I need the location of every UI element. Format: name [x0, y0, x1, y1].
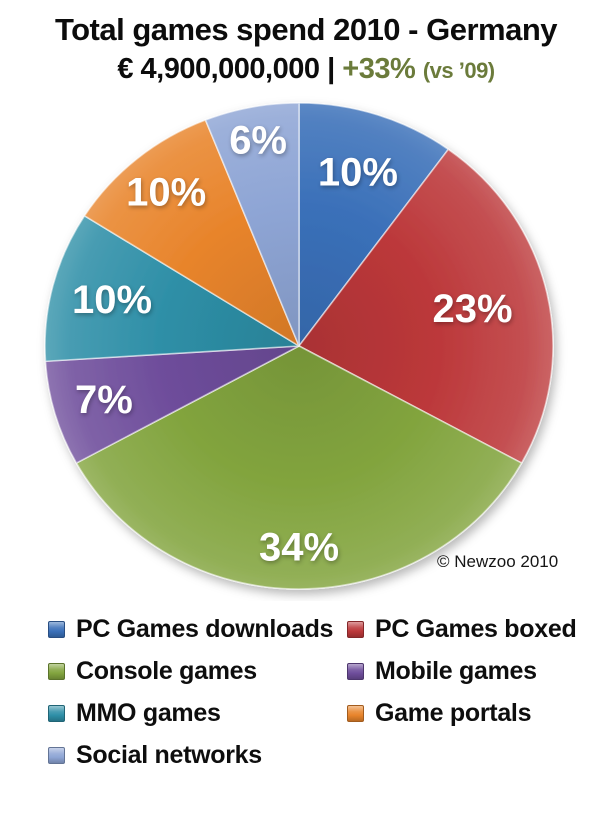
pie-label-social-networks: 6%	[229, 118, 287, 162]
legend-swatch-pc-games-downloads	[48, 620, 65, 638]
growth-value: +33%	[342, 52, 416, 85]
chart-title: Total games spend 2010 - Germany	[54, 12, 558, 47]
legend-label-pc-games-downloads: PC Games downloads	[76, 614, 334, 643]
legend-swatch-console-games	[48, 662, 65, 680]
legend-label-pc-games-boxed: PC Games boxed	[375, 614, 577, 643]
legend-label-game-portals: Game portals	[375, 698, 532, 727]
chart-header: Total games spend 2010 - Germany € 4,900…	[0, 0, 612, 86]
legend-label-mobile-games: Mobile games	[375, 656, 537, 685]
pie-slice-console-games	[75, 344, 523, 590]
legend-item-mmo-games: MMO games	[48, 699, 347, 728]
legend-swatch-pc-games-boxed	[347, 620, 364, 638]
pie-slice-pc-games-downloads	[298, 101, 450, 347]
pie-slice-pc-games-boxed	[298, 148, 554, 464]
total-amount: € 4,900,000,000	[117, 52, 320, 85]
pie-label-pc-games-boxed: 23%	[432, 287, 512, 331]
pie-slice-social-networks	[204, 101, 300, 347]
legend-item-mobile-games: Mobile games	[347, 657, 612, 686]
legend-label-mmo-games: MMO games	[76, 698, 221, 727]
pie-label-game-portals: 10%	[126, 170, 206, 214]
pie-slice-mmo-games	[44, 214, 300, 362]
legend-swatch-social-networks	[48, 746, 65, 764]
legend-item-console-games: Console games	[48, 657, 347, 686]
growth-note: (vs ’09)	[422, 57, 495, 83]
legend-item-social-networks: Social networks	[48, 741, 347, 770]
legend-swatch-game-portals	[347, 704, 364, 722]
pie-label-mobile-games: 7%	[75, 378, 133, 422]
pie-slice-game-portals	[83, 118, 300, 347]
pie-label-console-games: 34%	[259, 525, 339, 569]
legend-item-pc-games-downloads: PC Games downloads	[48, 615, 347, 644]
legend-label-console-games: Console games	[76, 656, 257, 685]
pie-label-pc-games-downloads: 10%	[318, 150, 398, 194]
copyright-text: © Newzoo 2010	[437, 551, 559, 571]
pie-chart-area: 10% 23% 34% 7% 10% 10% 6% © Newzoo 2010	[0, 86, 612, 601]
legend-item-game-portals: Game portals	[347, 699, 612, 728]
pie-chart: 10% 23% 34% 7% 10% 10% 6%	[44, 101, 554, 590]
legend-label-social-networks: Social networks	[76, 740, 262, 769]
legend-swatch-mobile-games	[347, 662, 364, 680]
pie-label-mmo-games: 10%	[72, 278, 152, 322]
chart-legend: PC Games downloads PC Games boxed Console …	[0, 615, 612, 770]
subtitle-separator: |	[327, 52, 335, 85]
chart-subtitle: € 4,900,000,000 | +33% (vs ’09)	[0, 53, 612, 86]
legend-swatch-mmo-games	[48, 704, 65, 722]
pie-slice-mobile-games	[44, 344, 300, 464]
legend-item-pc-games-boxed: PC Games boxed	[347, 615, 612, 644]
